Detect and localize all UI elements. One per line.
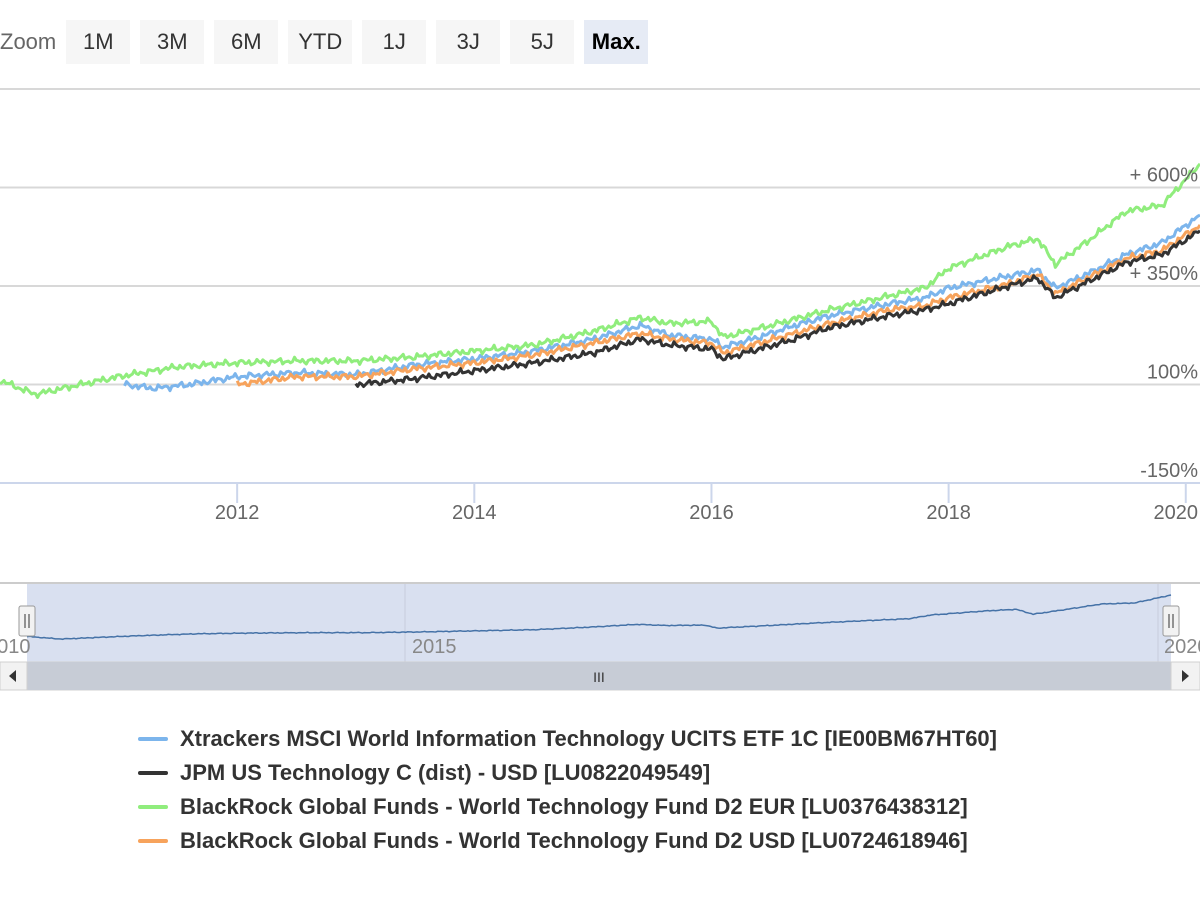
- legend-label: BlackRock Global Funds - World Technolog…: [180, 828, 968, 853]
- scrollbar-right-arrow[interactable]: [1170, 661, 1200, 691]
- series-layer[interactable]: [0, 162, 1200, 399]
- zoom-1j-button[interactable]: 1J: [362, 20, 427, 64]
- y-axis-labels: -150% 100% + 350% + 600%: [1130, 165, 1199, 483]
- zoom-3m-button[interactable]: 3M: [140, 20, 205, 64]
- legend-swatch: [138, 771, 168, 775]
- x-tick-label: 2016: [689, 502, 734, 524]
- legend-swatch: [138, 737, 168, 741]
- y-tick-label: 100%: [1147, 362, 1198, 384]
- y-tick-label: -150%: [1140, 460, 1198, 482]
- navigator-label-2020: 2020: [1164, 636, 1200, 658]
- series-line-xtrackers[interactable]: [123, 213, 1200, 393]
- legend-item-jpm[interactable]: JPM US Technology C (dist) - USD [LU0822…: [138, 756, 997, 790]
- legend-label: BlackRock Global Funds - World Technolog…: [180, 794, 968, 819]
- scrollbar-left-arrow[interactable]: [0, 661, 28, 691]
- x-tick-label: 2018: [926, 502, 971, 524]
- arrow-left-icon: [9, 670, 16, 682]
- zoom-ytd-button[interactable]: YTD: [288, 20, 353, 64]
- y-tick-label: + 350%: [1130, 263, 1199, 285]
- scrollbar[interactable]: III: [0, 661, 1200, 691]
- legend-item-xtrackers[interactable]: Xtrackers MSCI World Information Technol…: [138, 722, 997, 756]
- zoom-3j-button[interactable]: 3J: [436, 20, 501, 64]
- y-tick-label: + 600%: [1130, 165, 1199, 187]
- legend-item-blackrock-eur[interactable]: BlackRock Global Funds - World Technolog…: [138, 790, 997, 824]
- scrollbar-thumb[interactable]: [27, 662, 1171, 690]
- scrollbar-grip: III: [593, 669, 605, 685]
- legend-swatch: [138, 805, 168, 809]
- zoom-1m-button[interactable]: 1M: [66, 20, 131, 64]
- x-tick-label: 2014: [452, 502, 497, 524]
- chart-svg: -150%100%+ 350%+ 600% 2012 2014 2016 2018 20…: [0, 88, 1200, 691]
- zoom-5j-button[interactable]: 5J: [510, 20, 575, 64]
- navigator-mask: [27, 583, 1171, 662]
- series-line-jpm[interactable]: [354, 229, 1200, 388]
- legend-label: Xtrackers MSCI World Information Technol…: [180, 726, 997, 751]
- x-tick-label: 2012: [215, 502, 260, 524]
- arrow-right-icon: [1182, 670, 1189, 682]
- navigator-label-2015: 2015: [412, 636, 457, 658]
- series-line-blackrock-eur[interactable]: [0, 162, 1200, 399]
- navigator[interactable]: 2010 2015 2020: [0, 582, 1200, 662]
- zoom-max-button[interactable]: Max.: [584, 20, 649, 64]
- navigator-right-handle[interactable]: [1162, 605, 1180, 637]
- zoom-bar: Zoom 1M 3M 6M YTD 1J 3J 5J Max.: [0, 20, 658, 64]
- legend-swatch: [138, 839, 168, 843]
- y-grid: [0, 186, 1200, 484]
- x-tick-label: 2020: [1154, 502, 1199, 524]
- series-line-blackrock-usd[interactable]: [235, 224, 1200, 388]
- legend: Xtrackers MSCI World Information Technol…: [138, 722, 997, 858]
- navigator-label-2010: 2010: [0, 636, 31, 658]
- navigator-background: [0, 583, 1200, 662]
- zoom-label: Zoom: [0, 29, 57, 54]
- x-axis: 2012 2014 2016 2018 2020: [215, 483, 1198, 524]
- navigator-left-handle[interactable]: [18, 605, 36, 637]
- navigator-series-line: [26, 594, 1172, 641]
- legend-item-blackrock-usd[interactable]: BlackRock Global Funds - World Technolog…: [138, 824, 997, 858]
- zoom-6m-button[interactable]: 6M: [214, 20, 279, 64]
- legend-label: JPM US Technology C (dist) - USD [LU0822…: [180, 760, 711, 785]
